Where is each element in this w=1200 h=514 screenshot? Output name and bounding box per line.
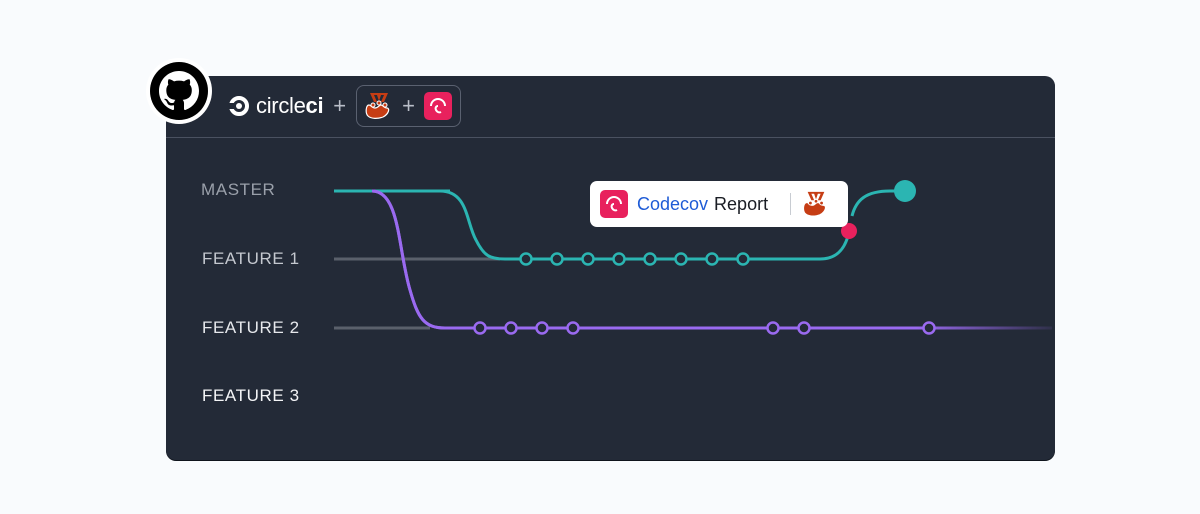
codecov-badge bbox=[600, 190, 628, 218]
circleci-text-bold: ci bbox=[305, 93, 324, 118]
integrations-toolbar: circle ci + + bbox=[228, 84, 462, 128]
branch-label-feature-2: FEATURE 2 bbox=[202, 318, 300, 337]
branch-label-feature-1: FEATURE 1 bbox=[202, 249, 300, 268]
jest-logo-icon bbox=[365, 93, 390, 119]
feature-2-commits bbox=[473, 321, 936, 335]
plus-sign: + bbox=[402, 93, 416, 118]
circleci-logo-icon bbox=[228, 96, 249, 116]
tooltip-label: Report bbox=[714, 193, 769, 214]
codecov-report-tooltip[interactable]: Codecov Report bbox=[590, 181, 848, 227]
github-avatar bbox=[146, 58, 212, 124]
circleci-logo: circle ci bbox=[228, 93, 324, 119]
coverage-check-node[interactable] bbox=[841, 223, 857, 239]
circleci-text-regular: circle bbox=[256, 93, 306, 118]
github-octocat-icon bbox=[159, 71, 199, 111]
branch-label-feature-3: FEATURE 3 bbox=[202, 386, 300, 405]
feature-1-commits bbox=[519, 252, 750, 266]
plus-sign: + bbox=[333, 93, 347, 118]
tooltip-separator bbox=[790, 193, 792, 215]
feature-1-branch bbox=[439, 189, 850, 261]
codecov-logo-icon bbox=[430, 98, 447, 114]
codecov-logo-icon bbox=[606, 196, 622, 212]
codecov-badge bbox=[424, 92, 453, 120]
branch-label-master: MASTER bbox=[201, 180, 276, 199]
jest-logo-icon bbox=[804, 191, 826, 216]
tooltip-brand: Codecov bbox=[637, 193, 709, 214]
merge-back-curve bbox=[850, 189, 905, 217]
test-tools-group: + bbox=[356, 85, 462, 127]
merge-commit-node[interactable] bbox=[894, 180, 916, 202]
header-divider bbox=[166, 137, 1055, 138]
